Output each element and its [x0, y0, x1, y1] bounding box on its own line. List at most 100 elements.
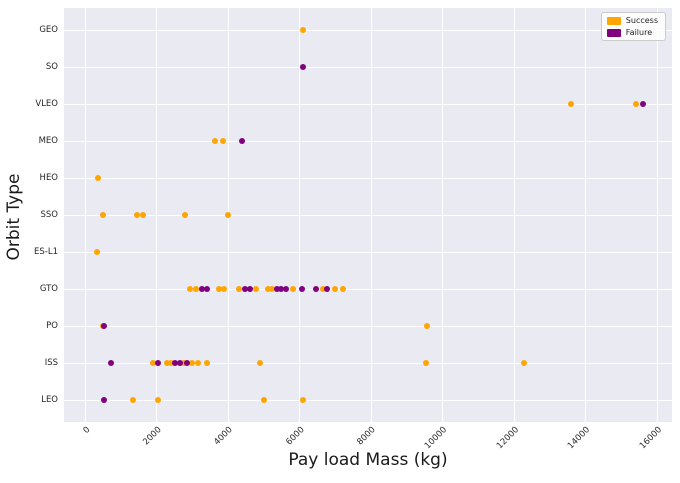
data-point-success: [99, 212, 106, 218]
y-tick-label: ISS: [44, 358, 58, 368]
horizontal-gridline: [64, 140, 672, 142]
y-tick-label: GEO: [39, 25, 58, 35]
x-tick-label: 2000: [141, 425, 164, 448]
data-point-failure: [172, 360, 179, 366]
x-axis-label: Pay load Mass (kg): [288, 450, 448, 470]
data-point-success: [182, 212, 189, 218]
y-tick-label: SO: [45, 62, 58, 72]
data-point-failure: [273, 286, 280, 292]
horizontal-gridline: [64, 362, 672, 364]
y-axis-label: Orbit Type: [4, 173, 24, 261]
y-tick-label: PO: [46, 321, 58, 331]
success-swatch-icon: [606, 16, 621, 25]
data-point-success: [94, 175, 101, 181]
data-point-failure: [282, 286, 289, 292]
data-point-failure: [242, 286, 249, 292]
data-point-success: [300, 27, 307, 33]
data-point-failure: [108, 360, 115, 366]
horizontal-gridline: [64, 29, 672, 31]
failure-swatch-icon: [606, 28, 621, 37]
data-point-failure: [184, 360, 191, 366]
data-point-success: [181, 360, 188, 366]
data-point-failure: [203, 286, 210, 292]
data-point-success: [163, 360, 170, 366]
data-point-success: [340, 286, 347, 292]
plot-area: Success Failure: [64, 8, 672, 422]
x-tick-label: 8000: [355, 425, 379, 448]
data-point-failure: [312, 286, 319, 292]
data-point-success: [216, 286, 223, 292]
data-point-failure: [155, 360, 162, 366]
horizontal-gridline: [64, 103, 672, 105]
data-point-failure: [100, 397, 107, 403]
data-point-success: [268, 286, 275, 292]
data-point-success: [219, 138, 226, 144]
data-point-success: [225, 212, 231, 218]
data-point-success: [188, 360, 195, 366]
x-tick-label: 6000: [284, 425, 307, 448]
data-point-success: [290, 286, 297, 292]
y-tick-label: VLEO: [35, 99, 58, 109]
data-point-success: [331, 286, 338, 292]
data-point-success: [129, 397, 136, 403]
x-tick-label: 16000: [637, 425, 665, 452]
data-point-success: [521, 360, 527, 366]
data-point-success: [93, 249, 100, 255]
legend-label-success: Success: [625, 16, 658, 25]
data-point-success: [139, 212, 146, 218]
data-point-failure: [247, 286, 254, 292]
horizontal-gridline: [64, 66, 672, 68]
data-point-success: [300, 397, 307, 403]
horizontal-gridline: [64, 251, 672, 253]
data-point-success: [195, 360, 202, 366]
data-point-failure: [100, 323, 107, 329]
data-point-success: [261, 397, 268, 403]
y-tick-label: SSO: [40, 210, 58, 220]
data-point-success: [265, 286, 272, 292]
data-point-success: [568, 101, 575, 107]
data-point-failure: [639, 101, 646, 107]
legend-entry-success: Success: [606, 16, 658, 25]
data-point-success: [257, 360, 264, 366]
y-tick-label: HEO: [39, 173, 58, 183]
horizontal-gridline: [64, 288, 672, 290]
data-point-failure: [299, 286, 305, 292]
legend: Success Failure: [600, 12, 666, 41]
data-point-failure: [177, 360, 184, 366]
x-tick-label: 4000: [212, 425, 236, 448]
data-point-failure: [238, 138, 245, 144]
legend-label-failure: Failure: [625, 28, 653, 37]
horizontal-gridline: [64, 177, 672, 179]
data-point-success: [150, 360, 157, 366]
horizontal-gridline: [64, 325, 672, 327]
data-point-success: [203, 360, 210, 366]
x-tick-label: 14000: [566, 425, 593, 452]
data-point-success: [221, 286, 228, 292]
data-point-success: [236, 286, 243, 292]
y-tick-label: GTO: [39, 284, 58, 294]
data-point-success: [252, 286, 259, 292]
data-point-failure: [277, 286, 284, 292]
x-tick-label: 12000: [494, 425, 522, 452]
y-tick-label: ES-L1: [34, 247, 58, 257]
y-tick-label: MEO: [38, 136, 58, 146]
data-point-success: [154, 397, 161, 403]
data-point-success: [320, 286, 327, 292]
data-point-success: [187, 286, 194, 292]
x-tick-label: 0: [81, 425, 93, 436]
legend-entry-failure: Failure: [606, 28, 658, 37]
horizontal-gridline: [64, 399, 672, 401]
data-point-success: [632, 101, 639, 107]
data-point-success: [133, 212, 140, 218]
y-tick-label: LEO: [41, 395, 58, 405]
data-point-success: [167, 360, 174, 366]
data-point-failure: [198, 286, 205, 292]
data-point-success: [424, 323, 431, 329]
data-point-success: [423, 360, 430, 366]
data-point-failure: [324, 286, 331, 292]
horizontal-gridline: [64, 214, 672, 216]
data-point-success: [212, 138, 219, 144]
data-point-failure: [300, 64, 307, 70]
x-tick-label: 10000: [423, 425, 450, 452]
